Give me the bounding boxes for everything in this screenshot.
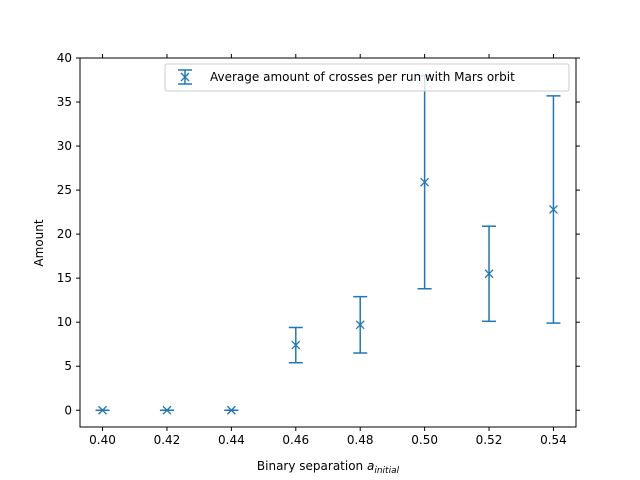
- legend-x-marker: [180, 72, 190, 82]
- y-tick-label: 20: [57, 227, 72, 241]
- y-tick-label: 25: [57, 183, 72, 197]
- x-tick-label: 0.50: [411, 433, 438, 447]
- y-tick-label: 5: [64, 359, 72, 373]
- x-axis-ticks: 0.40 0.42 0.44 0.46 0.48 0.50 0.52 0.54: [89, 54, 567, 447]
- x-tick-label: 0.42: [154, 433, 181, 447]
- x-marker-stroke: [548, 205, 558, 214]
- x-tick-label: 0.46: [282, 433, 309, 447]
- x-tick-label: 0.54: [540, 433, 567, 447]
- x-marker-stroke: [291, 340, 301, 350]
- x-marker-stroke: [98, 405, 108, 415]
- legend-marker: [178, 69, 192, 85]
- y-tick-label: 40: [57, 51, 72, 65]
- data-point: [548, 205, 558, 214]
- data-point: [420, 177, 430, 187]
- y-tick-label: 35: [57, 95, 72, 109]
- data-point: [291, 340, 301, 350]
- x-marker-stroke: [162, 405, 172, 415]
- data-point: [355, 320, 365, 330]
- series-layer: [95, 74, 561, 415]
- x-marker-stroke: [420, 177, 430, 187]
- x-marker-stroke: [484, 269, 494, 279]
- x-marker-stroke: [226, 405, 236, 415]
- legend-box: [164, 63, 570, 92]
- x-tick-label: 0.40: [89, 433, 116, 447]
- y-tick-label: 15: [57, 271, 72, 285]
- legend-label: Average amount of crosses per run with M…: [210, 70, 515, 84]
- y-tick-label: 30: [57, 139, 72, 153]
- x-marker-stroke: [355, 320, 365, 330]
- data-point: [484, 269, 494, 279]
- y-tick-label: 10: [57, 315, 72, 329]
- data-point: [226, 405, 236, 415]
- y-axis-ticks: 0 5 10 15 20 25 30 35 40: [57, 51, 580, 417]
- axes-frame: [79, 57, 577, 428]
- data-point: [162, 405, 172, 415]
- legend: Average amount of crosses per run with M…: [164, 63, 570, 92]
- x-tick-label: 0.52: [476, 433, 503, 447]
- x-axis-label: Binary separation ainitial: [257, 459, 400, 476]
- x-tick-label: 0.48: [347, 433, 374, 447]
- x-tick-label: 0.44: [218, 433, 245, 447]
- y-tick-label: 0: [64, 403, 72, 417]
- y-axis-label: Amount: [32, 219, 46, 266]
- data-point: [98, 405, 108, 415]
